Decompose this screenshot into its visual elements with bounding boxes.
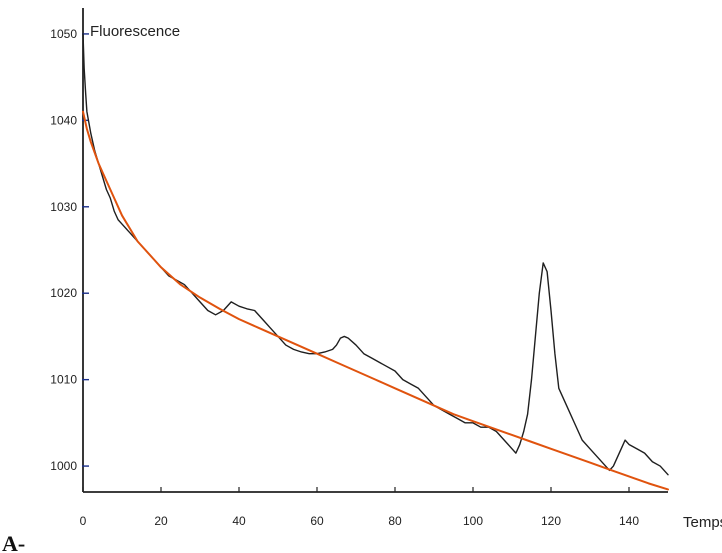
x-tick-label: 0 [80,514,87,528]
y-tick-label: 1040 [50,113,77,127]
series-layer [82,33,669,491]
y-tick-label: 1020 [50,286,77,300]
x-tick-label: 100 [463,514,483,528]
y-tick-label: 1050 [50,27,77,41]
series-line-fit [82,110,669,491]
ticks-layer: 1000 1010 1020 1030 1040 1050 0 20 40 60 80 100 120 1… [50,27,639,528]
x-tick-label: 40 [232,514,246,528]
x-tick-label: 120 [541,514,561,528]
x-tick-label: 60 [310,514,324,528]
x-tick-label: 80 [388,514,402,528]
x-tick-label: 140 [619,514,639,528]
x-tick-label: 20 [154,514,168,528]
y-tick-label: 1010 [50,373,77,387]
axes-layer [82,8,668,493]
x-axis-label: Temps (s) [683,514,722,531]
y-axis-label: Fluorescence [90,23,180,40]
y-tick-label: 1000 [50,459,77,473]
panel-label: A- [2,531,25,553]
series-line-observed [82,33,669,476]
y-tick-label: 1030 [50,200,77,214]
